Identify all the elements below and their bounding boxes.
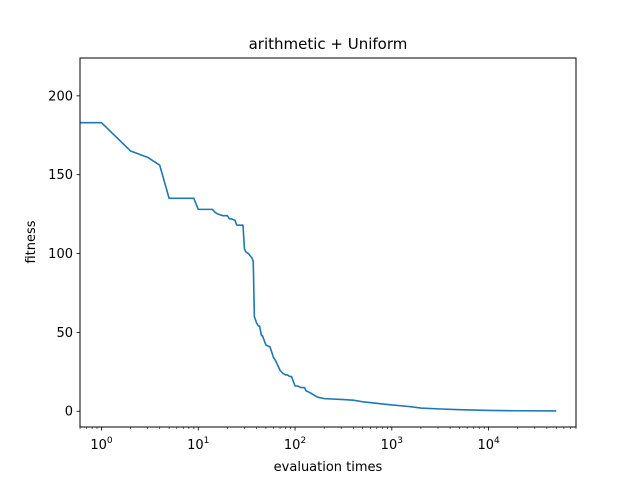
x-tick-label: 101 — [187, 436, 209, 453]
y-tick-label: 100 — [48, 247, 73, 262]
axes-frame — [79, 57, 577, 428]
x-axis-label: evaluation times — [274, 460, 383, 475]
y-tick-label: 50 — [56, 326, 73, 341]
plot-area — [80, 121, 557, 412]
series-line-0 — [80, 121, 557, 412]
x-tick-label: 103 — [381, 436, 403, 453]
x-axis: 100 101 102 103 104 — [79, 427, 577, 453]
y-tick-label: 150 — [48, 168, 73, 183]
y-tick-label: 200 — [48, 89, 73, 104]
y-tick-label: 0 — [65, 405, 73, 420]
y-axis: 0 50 100 150 200 — [48, 89, 80, 420]
x-tick-label: 104 — [477, 436, 500, 453]
chart-title: arithmetic + Uniform — [249, 35, 408, 53]
x-tick-label: 102 — [284, 436, 306, 453]
x-tick-label: 100 — [90, 436, 113, 453]
y-axis-label: fitness — [24, 220, 39, 263]
